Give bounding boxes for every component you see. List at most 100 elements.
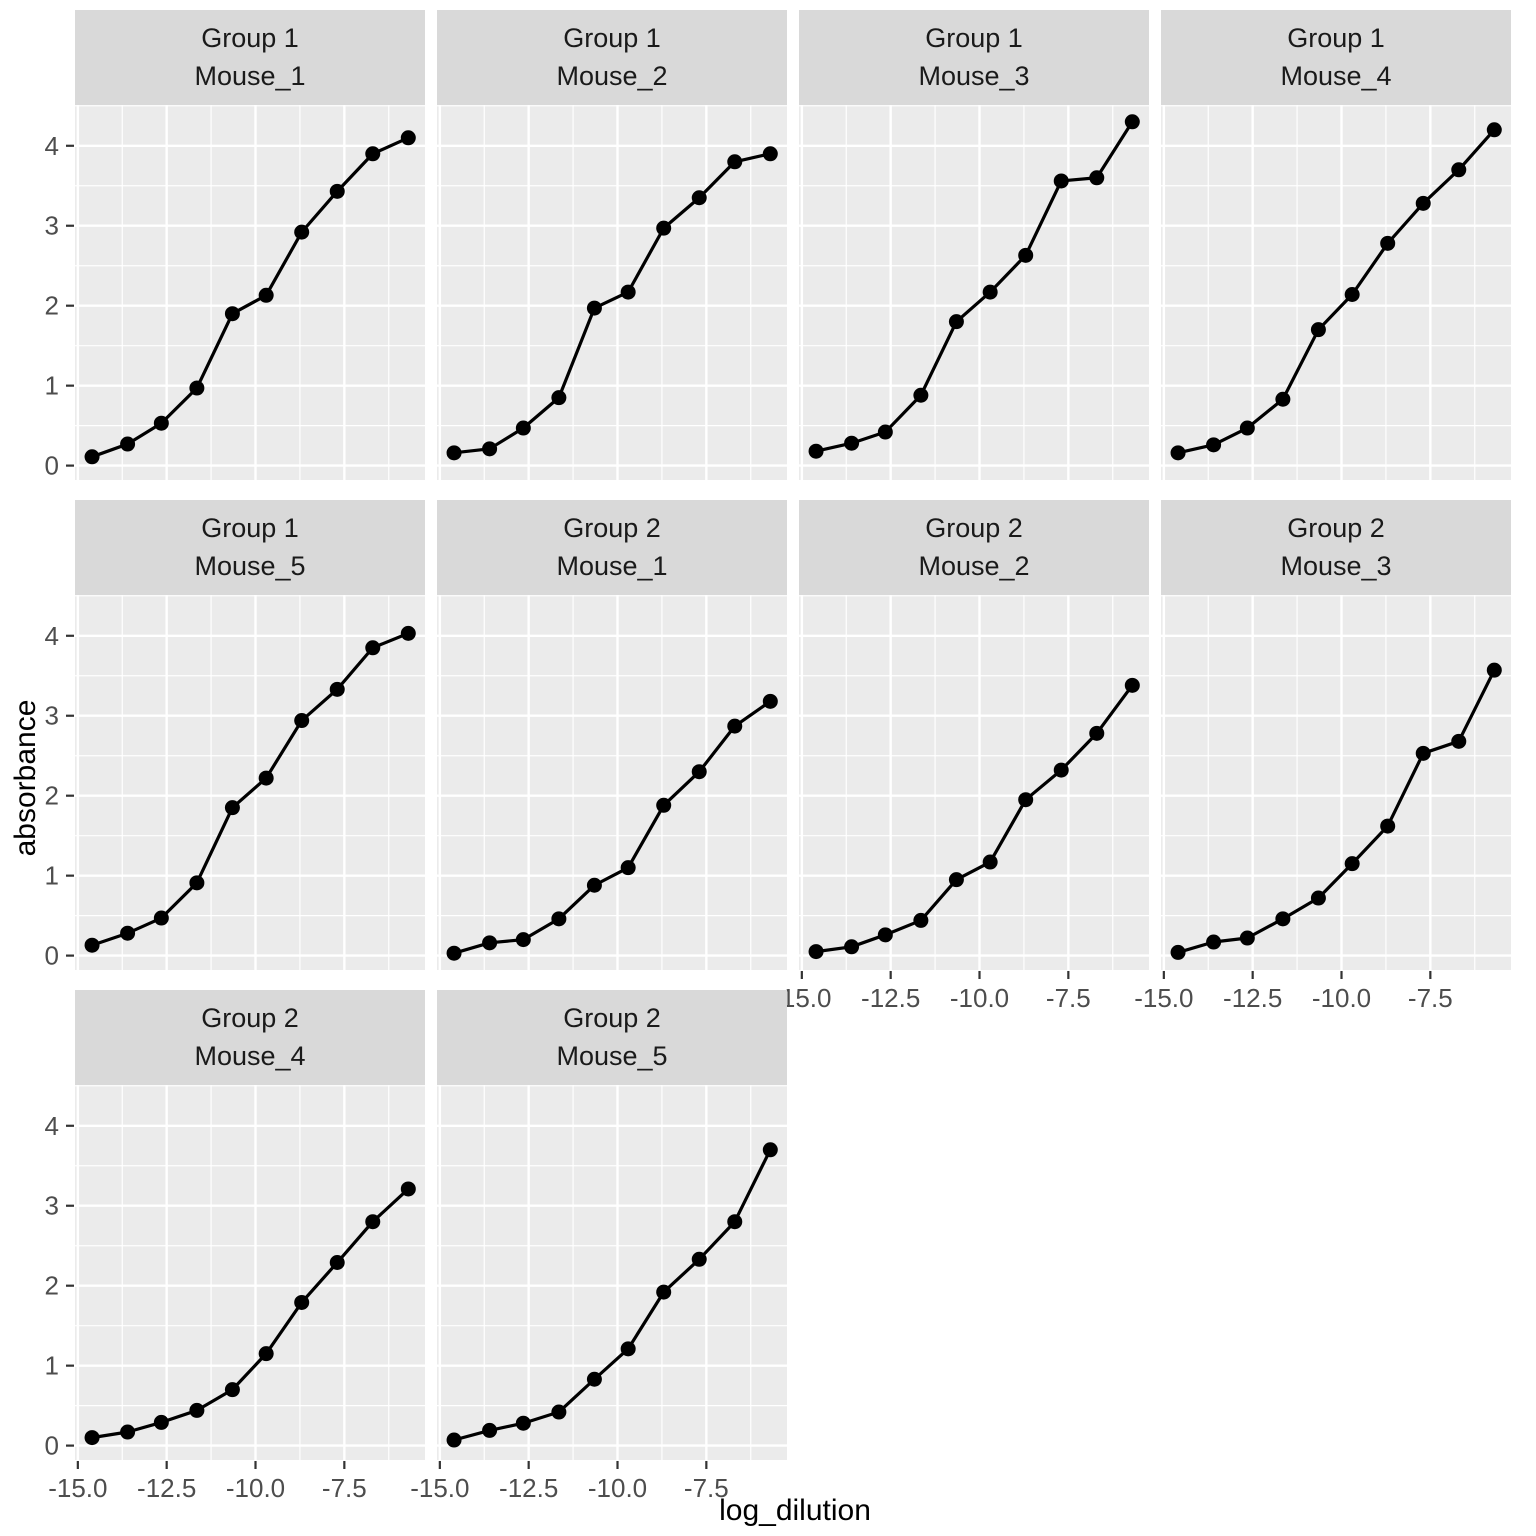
y-tick-label: 0	[45, 941, 59, 971]
panel-background	[75, 105, 425, 480]
data-point	[1415, 745, 1431, 761]
data-point	[551, 390, 567, 406]
data-line	[814, 120, 1134, 453]
data-point	[446, 945, 462, 961]
data-point	[762, 693, 778, 709]
facet-strip: Group 2 Mouse_4	[75, 990, 425, 1085]
facet-strip: Group 1 Mouse_5	[75, 500, 425, 595]
data-points	[84, 625, 416, 953]
data-point	[515, 932, 531, 948]
y-tick-label: 4	[45, 621, 59, 651]
plot-area	[437, 105, 787, 480]
data-point	[1380, 818, 1396, 834]
data-points	[84, 130, 416, 465]
data-points	[84, 1181, 416, 1446]
data-point	[691, 764, 707, 780]
data-point	[727, 718, 743, 734]
y-tick-label: 0	[45, 451, 59, 481]
data-line	[90, 1187, 410, 1440]
facet-panel-2: Group 1 Mouse_2	[437, 10, 787, 480]
x-tick-label: -15.0	[1134, 983, 1193, 1013]
y-tick-label: 3	[45, 1191, 59, 1221]
data-point	[808, 443, 824, 459]
plot-area: 0 1 2 3 4	[45, 595, 425, 971]
facet-mouse-label: Mouse_3	[1280, 551, 1392, 581]
facet-panel-6: Group 2 Mouse_1	[437, 500, 787, 970]
data-point	[586, 300, 602, 316]
x-axis: -15.0 -12.5 -10.0 -7.5	[410, 1461, 729, 1503]
data-point	[727, 1214, 743, 1230]
minor-gridlines	[75, 1085, 425, 1460]
data-point	[1239, 420, 1255, 436]
facet-group-label: Group 2	[925, 513, 1023, 543]
x-tick-label: -12.5	[1223, 983, 1282, 1013]
data-points	[808, 677, 1140, 960]
data-point	[329, 681, 345, 697]
x-tick-label: -15.0	[410, 1473, 469, 1503]
facet-group-label: Group 1	[563, 23, 661, 53]
data-point	[808, 944, 824, 960]
data-point	[84, 937, 100, 953]
plot-area	[437, 595, 787, 970]
x-tick-label: -10.0	[226, 1473, 285, 1503]
data-points	[446, 146, 778, 461]
minor-gridlines	[1161, 595, 1511, 970]
data-point	[913, 387, 929, 403]
facet-group-label: Group 2	[201, 1003, 299, 1033]
data-point	[620, 284, 636, 300]
data-point	[120, 925, 136, 941]
facet-strip: Group 1 Mouse_1	[75, 10, 425, 105]
panel-background	[437, 1085, 787, 1460]
data-line	[452, 699, 772, 955]
facet-panel-9: Group 2 Mouse_4 0 1 2 3 4 -15.0 -12.5 -10.0 -7.5	[45, 990, 425, 1503]
data-point	[258, 1346, 274, 1362]
data-point	[1486, 662, 1502, 678]
major-gridlines	[437, 1085, 787, 1460]
x-tick-label: -12.5	[861, 983, 920, 1013]
x-tick-label: -7.5	[1046, 983, 1091, 1013]
facet-group-label: Group 2	[1287, 513, 1385, 543]
data-point	[258, 287, 274, 303]
facet-mouse-label: Mouse_5	[194, 551, 306, 581]
y-axis-title: absorbance	[9, 699, 42, 857]
data-point	[586, 1371, 602, 1387]
data-point	[515, 1415, 531, 1431]
panel-background	[799, 105, 1149, 480]
data-point	[551, 1404, 567, 1420]
plot-area: 0 1 2 3 4 -15.0 -12.5 -10.0 -7.5	[45, 1085, 425, 1503]
minor-gridlines	[75, 105, 425, 480]
x-tick-label: -15.0	[48, 1473, 107, 1503]
data-point	[913, 912, 929, 928]
data-line	[452, 152, 772, 455]
facet-panel-5: Group 1 Mouse_5 0 1 2 3 4	[45, 500, 425, 971]
data-point	[1053, 762, 1069, 778]
facet-strip: Group 2 Mouse_2	[799, 500, 1149, 595]
data-point	[1310, 322, 1326, 338]
data-point	[294, 224, 310, 240]
facet-strip: Group 2 Mouse_1	[437, 500, 787, 595]
panel-background	[1161, 595, 1511, 970]
minor-gridlines	[75, 595, 425, 970]
data-line	[90, 631, 410, 947]
facet-panel-8: Group 2 Mouse_3 -15.0 -12.5 -10.0 -7.5	[1134, 500, 1511, 1013]
data-point	[620, 1341, 636, 1357]
data-points	[808, 114, 1140, 459]
data-point	[446, 445, 462, 461]
y-tick-label: 3	[45, 701, 59, 731]
facet-group-label: Group 1	[1287, 23, 1385, 53]
plot-area: 0 1 2 3 4	[45, 105, 425, 481]
data-point	[224, 800, 240, 816]
data-point	[84, 449, 100, 465]
minor-gridlines	[437, 1085, 787, 1460]
y-tick-label: 2	[45, 1271, 59, 1301]
data-point	[482, 1422, 498, 1438]
facet-panel-3: Group 1 Mouse_3	[799, 10, 1149, 480]
facet-mouse-label: Mouse_2	[918, 551, 1030, 581]
facet-mouse-label: Mouse_4	[1280, 61, 1392, 91]
data-point	[365, 1214, 381, 1230]
facet-mouse-label: Mouse_3	[918, 61, 1030, 91]
data-point	[1451, 733, 1467, 749]
data-point	[551, 911, 567, 927]
data-point	[189, 875, 205, 891]
data-point	[1344, 856, 1360, 872]
